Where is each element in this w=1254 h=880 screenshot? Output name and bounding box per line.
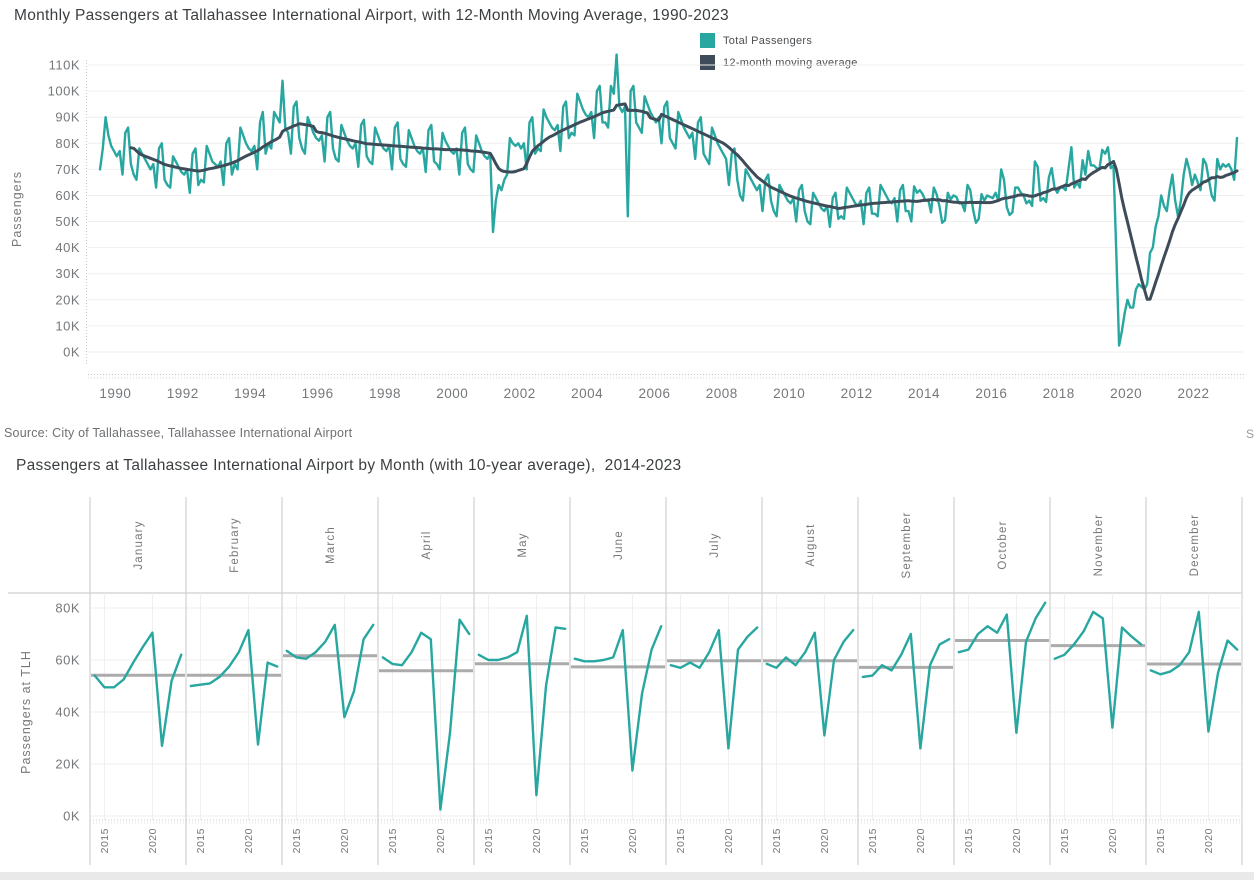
svg-text:March: March [325, 526, 337, 564]
svg-text:January: January [133, 520, 145, 569]
svg-text:2000: 2000 [436, 386, 468, 401]
svg-text:80K: 80K [55, 136, 80, 151]
svg-text:100K: 100K [48, 84, 80, 99]
legend-item-total-passengers: Total Passengers [700, 33, 858, 48]
truncated-text: S [1246, 427, 1254, 441]
svg-text:2020: 2020 [243, 828, 255, 853]
svg-text:2015: 2015 [867, 828, 879, 853]
svg-text:2022: 2022 [1177, 386, 1209, 401]
svg-text:2015: 2015 [771, 828, 783, 853]
svg-text:Passengers at TLH: Passengers at TLH [19, 650, 33, 774]
svg-text:2020: 2020 [1107, 828, 1119, 853]
monthly-passengers-line-chart: 0K 10K 20K 30K 40K 50K 60K 70K 80K 90K 100K 110K 199… [10, 53, 1244, 401]
chart1-title: Monthly Passengers at Tallahassee Intern… [14, 7, 729, 24]
svg-text:50K: 50K [55, 214, 80, 229]
svg-text:110K: 110K [49, 58, 80, 73]
svg-text:60K: 60K [55, 653, 80, 668]
svg-text:2020: 2020 [1203, 828, 1215, 853]
svg-text:Passengers: Passengers [10, 171, 24, 247]
svg-text:2008: 2008 [706, 386, 738, 401]
svg-text:1990: 1990 [99, 386, 131, 401]
svg-text:2020: 2020 [915, 828, 927, 853]
svg-text:90K: 90K [55, 110, 80, 125]
svg-text:2020: 2020 [147, 828, 159, 853]
legend-swatch-teal [700, 33, 715, 48]
svg-text:2015: 2015 [963, 828, 975, 853]
svg-text:2020: 2020 [1011, 828, 1023, 853]
svg-text:40K: 40K [55, 240, 80, 255]
svg-text:2015: 2015 [291, 828, 303, 853]
legend-label: Total Passengers [723, 34, 813, 47]
svg-text:September: September [901, 511, 913, 578]
source-note: Source: City of Tallahassee, Tallahassee… [4, 426, 353, 440]
svg-text:1994: 1994 [234, 386, 266, 401]
svg-text:2020: 2020 [531, 828, 543, 853]
svg-text:20K: 20K [55, 292, 80, 307]
svg-text:October: October [997, 520, 1009, 569]
svg-text:2012: 2012 [841, 386, 873, 401]
svg-text:10K: 10K [55, 318, 80, 333]
svg-text:2020: 2020 [1110, 386, 1142, 401]
svg-text:2020: 2020 [339, 828, 351, 853]
svg-text:2010: 2010 [773, 386, 805, 401]
passengers-by-month-small-multiples: 0K 20K 40K 60K 80K Passengers at TLH January 20… [8, 497, 1243, 865]
svg-text:June: June [613, 530, 625, 560]
svg-text:1996: 1996 [302, 386, 334, 401]
svg-text:2016: 2016 [975, 386, 1007, 401]
svg-text:20K: 20K [55, 757, 80, 772]
svg-text:2002: 2002 [504, 386, 536, 401]
svg-text:2004: 2004 [571, 386, 603, 401]
svg-text:2015: 2015 [1059, 828, 1071, 853]
svg-text:July: July [709, 532, 721, 557]
svg-text:1998: 1998 [369, 386, 401, 401]
svg-text:2006: 2006 [638, 386, 670, 401]
svg-text:2020: 2020 [435, 828, 447, 853]
legend-swatch-dark [700, 55, 715, 70]
svg-text:2015: 2015 [1155, 828, 1167, 853]
svg-text:60K: 60K [55, 188, 80, 203]
svg-text:2020: 2020 [723, 828, 735, 853]
svg-text:April: April [421, 530, 433, 559]
svg-text:December: December [1189, 514, 1201, 577]
svg-text:2014: 2014 [908, 386, 940, 401]
svg-text:2020: 2020 [819, 828, 831, 853]
svg-text:2015: 2015 [579, 828, 591, 853]
svg-text:2015: 2015 [195, 828, 207, 853]
chart2-title: Passengers at Tallahassee International … [16, 457, 682, 474]
svg-text:2018: 2018 [1043, 386, 1075, 401]
svg-text:November: November [1093, 514, 1105, 577]
svg-text:2015: 2015 [483, 828, 495, 853]
svg-text:0K: 0K [63, 809, 80, 824]
svg-text:80K: 80K [55, 601, 80, 616]
svg-text:30K: 30K [55, 266, 80, 281]
svg-text:2015: 2015 [99, 828, 111, 853]
bottom-edge-strip [0, 872, 1254, 880]
svg-text:2015: 2015 [387, 828, 399, 853]
svg-text:0K: 0K [63, 345, 80, 360]
svg-text:2020: 2020 [627, 828, 639, 853]
svg-text:February: February [229, 517, 241, 573]
svg-text:40K: 40K [55, 705, 80, 720]
svg-text:1992: 1992 [167, 386, 199, 401]
svg-text:70K: 70K [55, 162, 80, 177]
svg-text:May: May [517, 532, 529, 557]
svg-text:2015: 2015 [675, 828, 687, 853]
svg-text:August: August [805, 523, 817, 566]
